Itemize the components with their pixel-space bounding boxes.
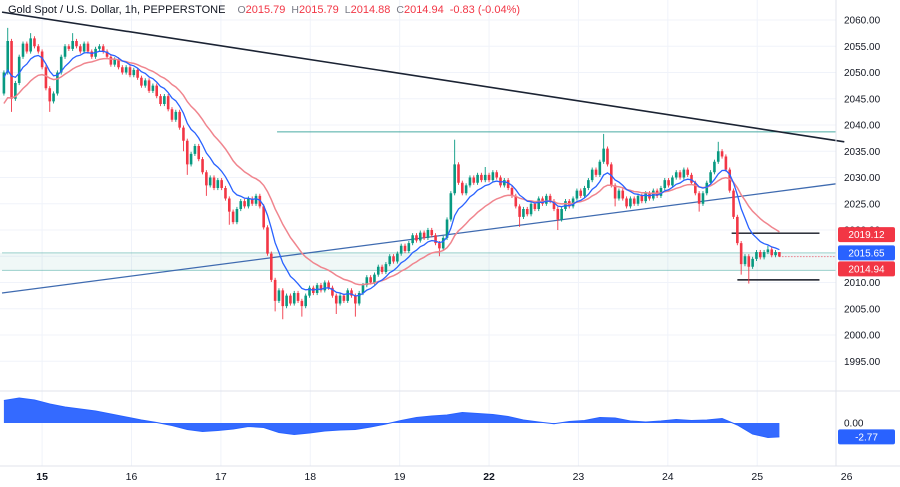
ohlc-open-value: 2015.79 <box>245 4 286 16</box>
ohlc-high-label: H <box>291 4 299 16</box>
ohlc-close-value: 2014.94 <box>403 4 444 16</box>
descending-trendline[interactable] <box>1 11 845 143</box>
horizontal-level-lines[interactable] <box>2 131 836 281</box>
ma-slow-line[interactable] <box>3 57 780 286</box>
svg-text:2035.00: 2035.00 <box>844 147 881 158</box>
grid-lines <box>0 0 836 466</box>
svg-text:2045.00: 2045.00 <box>844 94 881 105</box>
svg-text:2040.00: 2040.00 <box>844 121 881 132</box>
svg-text:2014.94: 2014.94 <box>848 264 885 275</box>
svg-text:-2.77: -2.77 <box>855 432 878 443</box>
ohlc-high-value: 2015.79 <box>298 4 339 16</box>
time-label-15: 15 <box>36 471 48 483</box>
svg-text:2060.00: 2060.00 <box>844 16 881 27</box>
oscillator-area[interactable] <box>3 398 780 438</box>
svg-text:2000.00: 2000.00 <box>844 331 881 342</box>
candles-series <box>2 27 781 320</box>
time-label-25: 25 <box>751 471 763 483</box>
time-label-19: 19 <box>394 471 406 483</box>
ohlc-low-label: L <box>344 4 351 16</box>
symbol-legend: Gold Spot / U.S. Dollar, 1h, PEPPERSTONE… <box>8 4 520 16</box>
time-axis[interactable]: 15 16 17 18 19 22 23 24 25 26 <box>36 471 852 483</box>
time-label-23: 23 <box>573 471 585 483</box>
axis-badges: 2019.12 2015.65 2014.94 -2.77 <box>838 227 895 445</box>
time-label-16: 16 <box>126 471 138 483</box>
symbol-title[interactable]: Gold Spot / U.S. Dollar, 1h, PEPPERSTONE <box>8 4 226 16</box>
ohlc-open-label: O <box>237 4 246 16</box>
price-axis[interactable]: 2060.00 2055.00 2050.00 2045.00 2040.00 2035.… <box>844 16 881 430</box>
indicator-value-badge <box>838 227 895 243</box>
time-label-22: 22 <box>483 471 495 483</box>
svg-text:2005.00: 2005.00 <box>844 304 881 315</box>
ohlc-low-value: 2014.88 <box>350 4 391 16</box>
svg-text:2050.00: 2050.00 <box>844 68 881 79</box>
time-label-18: 18 <box>304 471 316 483</box>
svg-text:2019.12: 2019.12 <box>848 230 885 241</box>
svg-text:2015.65: 2015.65 <box>848 248 885 259</box>
svg-text:1995.00: 1995.00 <box>844 357 881 368</box>
oscillator-value-badge <box>838 429 895 445</box>
indicator-value-badge <box>838 245 895 261</box>
svg-text:2030.00: 2030.00 <box>844 173 881 184</box>
svg-text:2055.00: 2055.00 <box>844 42 881 53</box>
price-change: -0.83 (-0.04%) <box>449 4 521 16</box>
time-label-24: 24 <box>662 471 674 483</box>
svg-text:2025.00: 2025.00 <box>844 199 881 210</box>
time-label-17: 17 <box>215 471 227 483</box>
svg-text:2010.00: 2010.00 <box>844 278 881 289</box>
time-label-26: 26 <box>841 471 853 483</box>
oscillator-zero-label: 0.00 <box>844 419 864 430</box>
ohlc-close-label: C <box>396 4 404 16</box>
ma-fast-line[interactable] <box>3 50 780 297</box>
oscillator-outline <box>3 397 780 439</box>
last-price-badge <box>838 261 895 277</box>
